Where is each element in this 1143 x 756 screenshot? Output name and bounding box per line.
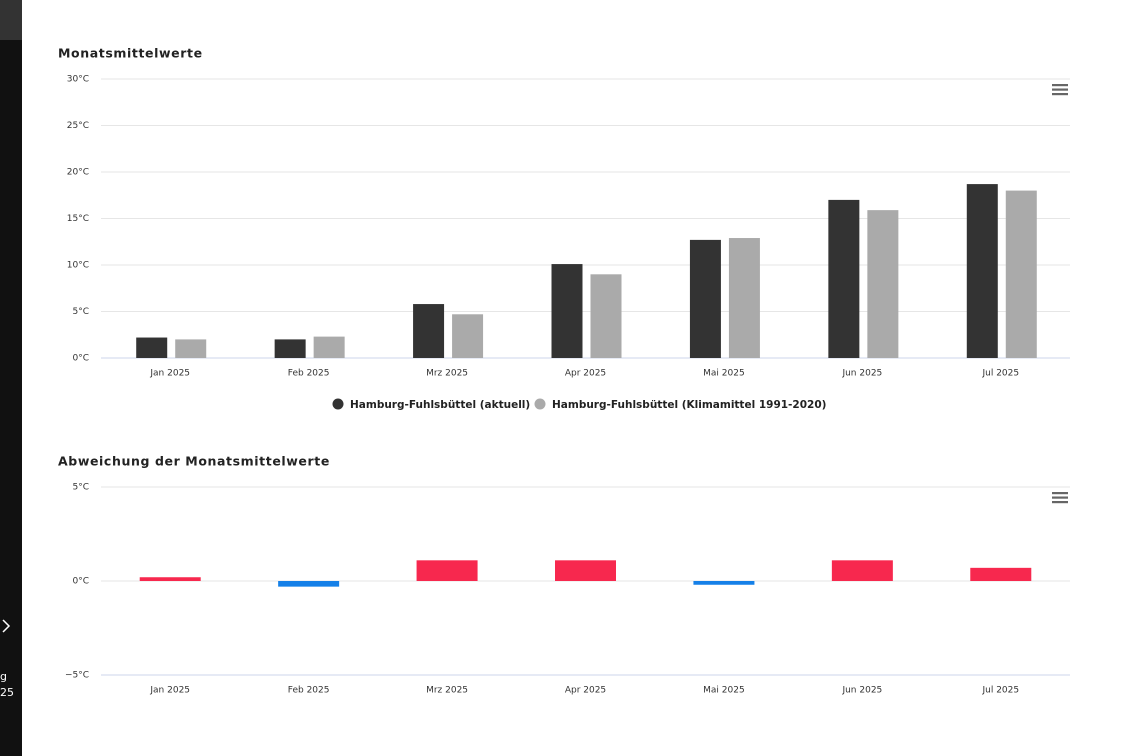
bar: [728, 238, 760, 358]
bar: [136, 337, 168, 358]
legend-marker: [332, 398, 344, 410]
x-tick-label: Jul 2025: [981, 686, 1019, 696]
x-tick-label: Jun 2025: [841, 686, 882, 696]
sidebar: [0, 0, 22, 756]
x-tick-label: Jan 2025: [149, 369, 190, 379]
x-tick-label: Mrz 2025: [426, 686, 468, 696]
bar: [590, 274, 622, 358]
y-tick-label: 5°C: [72, 483, 89, 493]
legend-label: Hamburg-Fuhlsbüttel (Klimamittel 1991-20…: [552, 399, 826, 411]
bar: [828, 199, 860, 358]
sidebar-text: g: [0, 670, 7, 683]
bar: [416, 560, 478, 581]
y-tick-label: −5°C: [65, 671, 89, 681]
bar: [970, 567, 1032, 581]
x-tick-label: Apr 2025: [565, 686, 606, 696]
chart-title: Monatsmittelwerte: [58, 46, 203, 61]
bar: [867, 210, 899, 358]
y-tick-label: 10°C: [67, 261, 89, 271]
y-tick-label: 20°C: [67, 168, 89, 178]
x-tick-label: Jul 2025: [981, 369, 1019, 379]
y-tick-label: 25°C: [67, 121, 89, 131]
bar: [555, 560, 616, 581]
bar: [274, 339, 306, 358]
chart-title: Abweichung der Monatsmittelwerte: [58, 454, 330, 469]
x-tick-label: Jan 2025: [149, 686, 190, 696]
bar: [175, 339, 207, 358]
y-tick-label: 30°C: [67, 75, 89, 85]
menu-icon[interactable]: [1052, 492, 1068, 504]
y-tick-label: 15°C: [67, 214, 89, 224]
y-tick-label: 0°C: [72, 354, 89, 364]
x-tick-label: Mrz 2025: [426, 369, 468, 379]
legend-marker: [534, 398, 546, 410]
x-tick-label: Jun 2025: [841, 369, 882, 379]
bar: [689, 239, 721, 358]
sidebar-text: 25: [0, 686, 14, 699]
y-tick-label: 5°C: [72, 307, 89, 317]
bar: [551, 264, 583, 358]
bar: [452, 314, 484, 358]
legend-label: Hamburg-Fuhlsbüttel (aktuell): [350, 399, 530, 411]
y-tick-label: 0°C: [72, 577, 89, 587]
bar: [413, 304, 445, 358]
sidebar-chevron[interactable]: [2, 619, 11, 633]
x-tick-label: Mai 2025: [703, 686, 745, 696]
bar: [139, 577, 201, 581]
bar: [1005, 190, 1037, 358]
bar: [966, 184, 998, 358]
menu-icon[interactable]: [1052, 84, 1068, 96]
x-tick-label: Feb 2025: [288, 686, 330, 696]
bar: [278, 581, 340, 587]
x-tick-label: Mai 2025: [703, 369, 745, 379]
x-tick-label: Apr 2025: [565, 369, 606, 379]
x-tick-label: Feb 2025: [288, 369, 330, 379]
bar: [693, 581, 755, 585]
bar: [831, 560, 893, 581]
bar: [313, 336, 345, 358]
sidebar-top: [0, 0, 22, 40]
